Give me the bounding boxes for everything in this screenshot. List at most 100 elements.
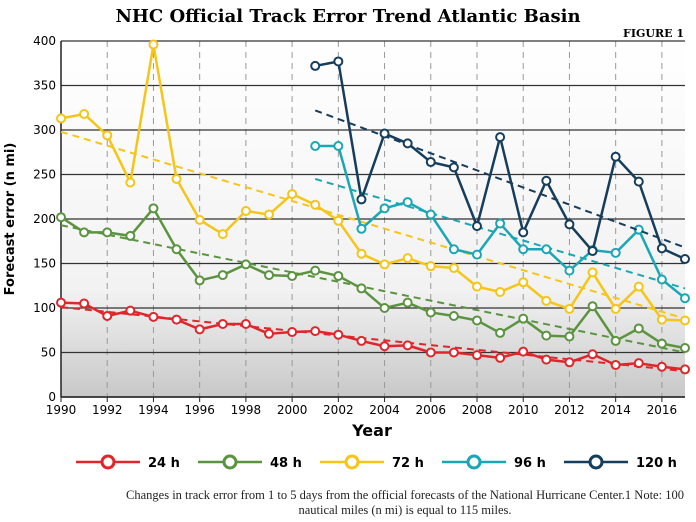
legend-label: 96 h [514,456,546,471]
x-tick-label: 2004 [369,403,400,417]
data-point-72h [633,281,644,292]
data-point-120h [633,176,644,187]
data-point-48h [56,212,66,223]
data-point-24h [264,328,274,339]
data-point-72h [310,199,321,210]
data-point-96h [495,218,506,229]
data-point-48h [610,335,621,346]
data-point-72h [125,177,136,188]
legend-label: 24 h [148,456,180,471]
data-point-96h [541,244,552,255]
data-point-48h [541,330,552,341]
data-point-24h [148,311,159,322]
data-point-48h [148,203,159,214]
data-point-24h [56,297,66,308]
y-tick-label: 100 [33,301,56,315]
data-point-72h [656,314,667,325]
data-point-120h [680,254,690,265]
y-axis-label: Forecast error (n mi) [3,143,18,296]
data-point-48h [217,270,228,281]
y-tick-label: 50 [41,346,56,360]
x-tick-label: 2012 [554,403,585,417]
data-point-96h [448,244,459,255]
data-point-24h [587,349,598,360]
x-tick-label: 2010 [508,403,539,417]
data-point-120h [448,162,459,173]
y-tick-label: 300 [33,123,56,137]
data-point-48h [379,303,390,313]
data-point-48h [656,338,667,349]
data-point-24h [287,327,298,338]
data-point-24h [217,319,228,330]
data-point-120h [356,194,367,205]
x-tick-label: 1994 [138,403,169,417]
chart-title: NHC Official Track Error Trend Atlantic … [115,6,580,27]
data-point-96h [518,244,529,255]
trendline-96h [314,177,686,290]
data-point-72h [610,303,621,314]
data-point-48h [79,227,90,238]
data-point-72h [356,248,367,259]
y-tick-label: 350 [33,79,56,93]
trendline-72h [60,130,686,320]
data-point-48h [472,315,482,326]
data-point-72h [680,315,690,326]
data-point-120h [564,219,575,230]
data-point-48h [633,323,644,334]
series-line-48h [60,207,686,350]
data-point-96h [310,141,321,152]
x-axis-label: Year [351,421,392,440]
data-point-48h [587,301,598,312]
data-point-120h [472,221,482,232]
data-point-120h [310,60,321,71]
data-point-24h [379,341,390,352]
data-point-24h [656,361,667,372]
data-point-24h [564,357,575,368]
data-point-72h [194,214,205,225]
data-point-120h [541,175,552,186]
data-point-72h [264,209,274,220]
data-point-120h [656,243,667,254]
data-point-48h [425,307,436,318]
data-point-72h [171,173,182,184]
data-point-96h [564,265,575,276]
data-point-24h [102,311,113,322]
data-point-96h [356,223,367,234]
data-point-48h [194,275,205,286]
data-point-24h [633,358,644,369]
legend-marker [466,454,482,470]
data-point-24h [171,314,182,325]
data-point-48h [287,270,298,281]
data-point-24h [518,346,529,357]
legend-marker [588,454,604,470]
data-point-120h [333,56,344,67]
x-tick-label: 2002 [323,403,354,417]
series-line-72h [60,43,686,322]
data-point-24h [425,347,436,358]
data-point-72h [240,205,251,216]
data-point-48h [102,227,113,238]
x-tick-label: 2008 [462,403,493,417]
x-tick-label: 2000 [277,403,308,417]
legend-label: 72 h [392,456,424,471]
data-point-48h [333,270,344,281]
data-point-72h [379,259,390,270]
data-point-24h [472,350,482,361]
data-point-24h [356,335,367,346]
y-tick-label: 150 [33,257,56,271]
data-point-48h [448,311,459,322]
data-point-72h [495,286,506,297]
y-tick-label: 250 [33,168,56,182]
data-point-48h [518,313,529,324]
data-point-24h [240,319,251,330]
series-line-24h [60,301,686,371]
data-point-72h [587,267,598,278]
data-point-48h [171,244,182,255]
data-point-96h [610,247,621,258]
trendline-120h [314,109,686,249]
data-point-48h [495,327,506,338]
data-point-48h [240,259,251,270]
data-point-72h [425,261,436,272]
data-point-96h [425,209,436,220]
